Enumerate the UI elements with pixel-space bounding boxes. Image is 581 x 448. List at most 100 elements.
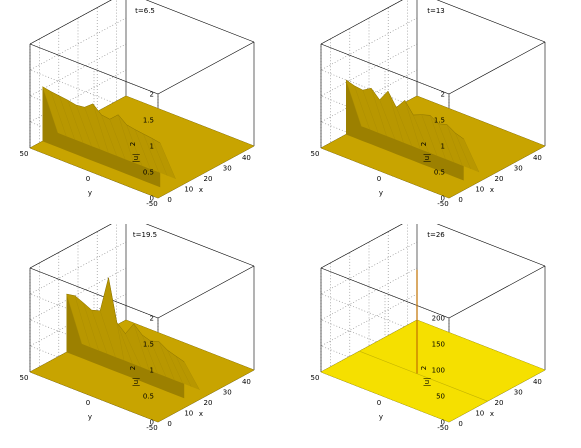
z-axis-label-exponent: 2: [420, 142, 428, 146]
surface-ridge: [42, 86, 176, 188]
z-axis-label: |u| 2: [129, 366, 140, 387]
axis-edge: [157, 41, 255, 95]
x-tick-label: 20: [495, 175, 504, 183]
z-axis-label: |u| 2: [420, 142, 431, 163]
ridge-line: [74, 295, 91, 348]
z-axis-label-exponent: 2: [129, 142, 137, 146]
z-tick-label: 1: [150, 367, 154, 375]
ridge-slope: [42, 86, 176, 179]
ridge-line: [379, 99, 396, 140]
ridge-line: [158, 341, 175, 381]
x-axis-label: x: [199, 186, 203, 194]
x-tick-label: 0: [458, 196, 462, 204]
ridge-line: [160, 142, 176, 179]
z-tick-label: 50: [436, 393, 445, 401]
y-tick-label: 50: [20, 150, 29, 158]
plot-panel-1: 0 0.5 1 1.5 2 0 10 20 30 40 50 0 -50 x y |u| 2 t=6.5: [0, 0, 290, 224]
axis-edge: [448, 265, 546, 319]
chart-title: t=26: [427, 231, 445, 239]
axis-edge: [145, 0, 255, 43]
axis-edge: [436, 224, 546, 267]
x-tick-label: 40: [242, 378, 251, 386]
ridge-line: [133, 323, 150, 371]
ridge-line: [167, 349, 183, 384]
ridge-line: [429, 115, 446, 160]
ridge-line: [175, 355, 192, 387]
x-tick-label: 0: [167, 420, 171, 428]
z-axis-label: |u| 2: [420, 366, 431, 387]
z-tick-label: 100: [432, 367, 445, 375]
axis-edge: [29, 267, 159, 319]
ridge-line: [421, 114, 438, 156]
y-tick-label: -50: [437, 424, 448, 432]
surface-ridge: [345, 79, 480, 181]
y-axis-label: y: [88, 413, 92, 421]
ridge-line: [371, 88, 387, 137]
x-tick-label: 20: [204, 399, 213, 407]
ridge-slope: [346, 79, 480, 173]
y-axis-label: y: [379, 189, 383, 197]
chart-title: t=19.5: [133, 231, 157, 239]
ridge-line: [455, 132, 471, 169]
z-tick-label: 0: [441, 419, 445, 427]
ridge-line: [101, 114, 117, 156]
z-tick-label: 2: [441, 91, 445, 99]
y-tick-label: 0: [377, 175, 381, 183]
ridge-line: [50, 91, 67, 137]
y-tick-label: -50: [146, 200, 157, 208]
ridge-line: [116, 322, 133, 364]
ridge-line: [143, 133, 159, 173]
z-tick-label: 0.5: [143, 393, 154, 401]
ridge-line: [109, 119, 126, 160]
y-tick-label: 0: [86, 399, 90, 407]
axis-edge: [145, 224, 255, 267]
x-tick-label: 10: [184, 185, 193, 193]
surface-ridge: [66, 277, 200, 399]
axis-edge: [157, 265, 255, 319]
x-tick-label: 30: [514, 165, 523, 173]
z-tick-label: 1: [441, 143, 445, 151]
ridge-slope: [66, 277, 200, 390]
ridge-line: [438, 123, 455, 163]
plot-panel-2: 0 0.5 1 1.5 2 0 10 20 30 40 50 0 -50 x y |u| 2 t=13: [291, 0, 581, 224]
y-tick-label: -50: [437, 200, 448, 208]
axis-edge: [320, 267, 450, 319]
ridge-line: [134, 129, 151, 170]
ridge-line: [75, 104, 92, 147]
ridge-line: [117, 114, 134, 163]
ridge-crest: [66, 277, 185, 363]
z-tick-label: 2: [150, 91, 154, 99]
axis-edge: [29, 43, 159, 95]
ridge-line: [413, 114, 429, 153]
ridge-line: [396, 107, 412, 146]
z-tick-label: 0: [441, 195, 445, 203]
ridge-line: [151, 138, 168, 176]
axis-edge: [29, 224, 112, 269]
z-tick-label: 1.5: [434, 117, 445, 125]
z-tick-label: 2: [150, 315, 154, 323]
x-tick-label: 40: [533, 154, 542, 162]
ridge-crest: [42, 86, 161, 144]
ridge-line: [354, 85, 370, 130]
x-tick-label: 0: [458, 420, 462, 428]
z-tick-label: 150: [432, 341, 445, 349]
z-axis-label: |u| 2: [129, 142, 140, 163]
axis-edge: [29, 0, 112, 45]
ridge-line: [67, 100, 84, 143]
ridge-line: [92, 103, 109, 153]
y-tick-label: 50: [311, 374, 320, 382]
ridge-line: [66, 293, 83, 344]
x-axis-label: x: [490, 186, 494, 194]
axis-edge: [436, 0, 546, 43]
z-tick-label: 200: [432, 315, 445, 323]
z-tick-label: 1.5: [143, 117, 154, 125]
ridge-line: [184, 361, 200, 391]
z-tick-label: 1: [150, 143, 154, 151]
